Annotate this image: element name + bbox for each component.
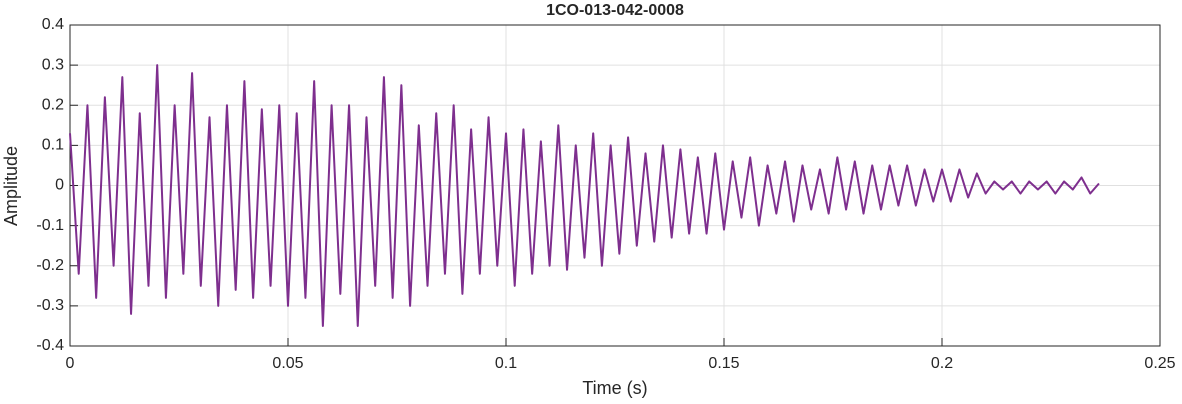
chart-title: 1CO-013-042-0008 xyxy=(546,2,684,19)
x-tick-label: 0 xyxy=(66,355,75,372)
x-tick-label: 0.1 xyxy=(495,355,517,372)
x-tick-label: 0.15 xyxy=(708,355,739,372)
y-tick-label: -0.4 xyxy=(36,337,64,354)
y-tick-label: 0.3 xyxy=(42,56,64,73)
y-tick-label: 0.4 xyxy=(42,16,64,33)
x-axis-label: Time (s) xyxy=(582,378,647,398)
y-tick-label: 0.2 xyxy=(42,96,64,113)
x-tick-label: 0.05 xyxy=(272,355,303,372)
y-axis-label: Amplitude xyxy=(1,146,21,226)
y-tick-label: 0.1 xyxy=(42,137,64,154)
y-tick-label: 0 xyxy=(55,177,64,194)
y-tick-label: -0.2 xyxy=(36,257,64,274)
x-tick-label: 0.25 xyxy=(1144,355,1175,372)
plot-frame xyxy=(69,24,1161,347)
signal-line xyxy=(69,64,1100,327)
y-tick-label: -0.3 xyxy=(36,297,64,314)
x-tick-label: 0.2 xyxy=(931,355,953,372)
y-tick-label: -0.1 xyxy=(36,217,64,234)
